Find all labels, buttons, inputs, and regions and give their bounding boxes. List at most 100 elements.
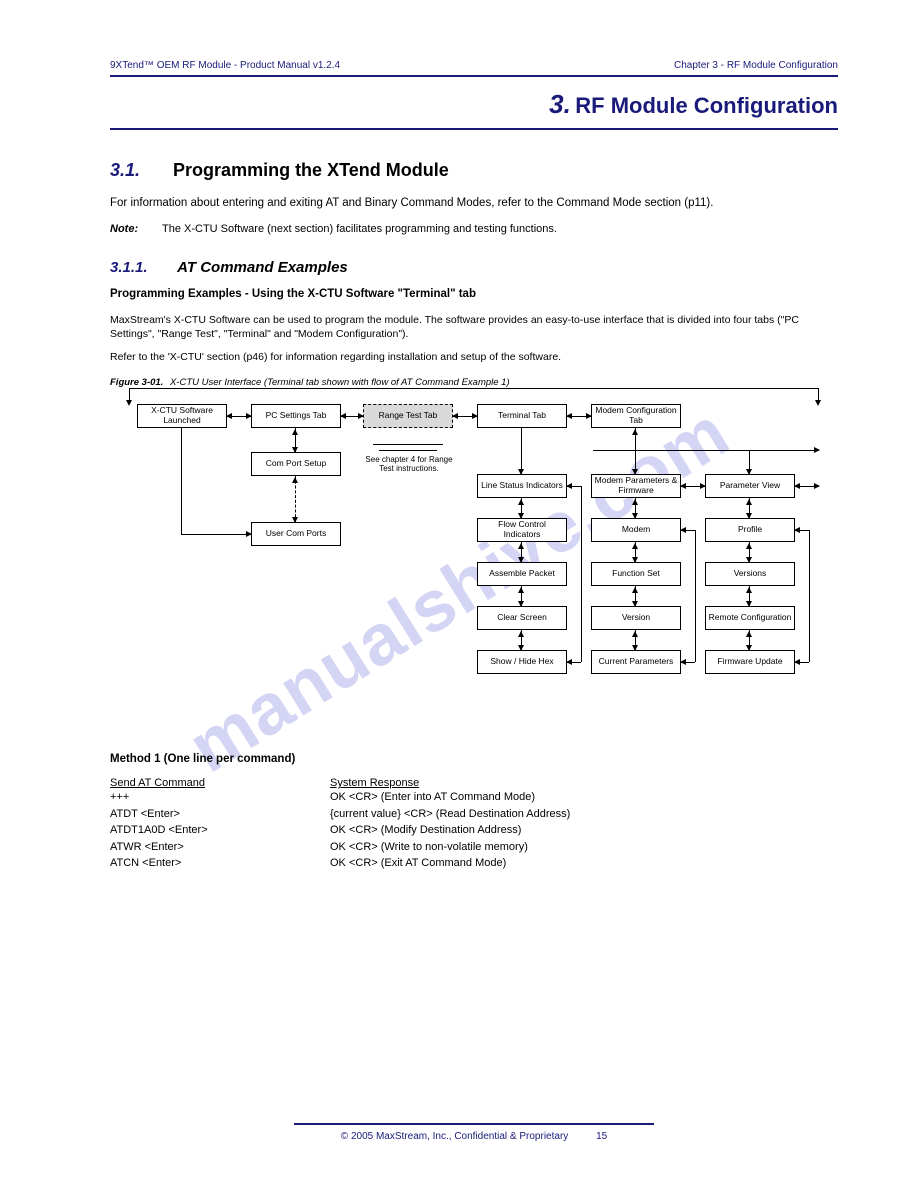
- box-flowcontrol: Flow Control Indicators: [477, 518, 567, 542]
- box-showhide: Show / Hide Hex: [477, 650, 567, 674]
- wrap-arrow-left: [126, 400, 132, 406]
- mcbw-ah2: [794, 659, 800, 665]
- m1-sys-head: System Response: [330, 777, 419, 789]
- mca-v3-up: [632, 587, 638, 593]
- header: 9XTend™ OEM RF Module - Product Manual v…: [110, 60, 838, 130]
- header-rule-2: [110, 128, 838, 130]
- mcaw-ah2: [680, 659, 686, 665]
- section-number: 3.1.: [110, 160, 140, 180]
- figure-caption: X-CTU User Interface (Terminal tab shown…: [170, 377, 510, 388]
- lw-ah: [246, 531, 252, 537]
- mcbw-ah1: [794, 527, 800, 533]
- box-modemparam: Modem Parameters & Firmware: [591, 474, 681, 498]
- subsection-number: 3.1.1.: [110, 259, 148, 276]
- mc-ab-ahL: [680, 483, 686, 489]
- box-paramview: Parameter View: [705, 474, 795, 498]
- section-title: Programming the XTend Module: [173, 160, 449, 180]
- ah-1r: [246, 413, 252, 419]
- mca-v1-up: [632, 499, 638, 505]
- box-modemconfig: Modem Configuration Tab: [591, 404, 681, 428]
- subsection-heading: 3.1.1. AT Command Examples: [110, 259, 838, 276]
- box-linestatus: Line Status Indicators: [477, 474, 567, 498]
- ah-4l: [566, 413, 572, 419]
- m1-row: +++OK <CR> (Enter into AT Command Mode): [110, 789, 838, 806]
- box-launched: X-CTU Software Launched: [137, 404, 227, 428]
- m1-send: ATDT1A0D <Enter>: [110, 822, 330, 839]
- footer: © 2005 MaxStream, Inc., Confidential & P…: [110, 1123, 838, 1142]
- m1-row: ATWR <Enter>OK <CR> (Write to non-volati…: [110, 839, 838, 856]
- footer-copyright: © 2005 MaxStream, Inc., Confidential & P…: [341, 1131, 568, 1142]
- mcb-ahL: [794, 483, 800, 489]
- section-intro: For information about entering and exiti…: [110, 195, 838, 212]
- mc-v0-up: [632, 429, 638, 435]
- box-rangetest: Range Test Tab: [363, 404, 453, 428]
- box-version: Version: [591, 606, 681, 630]
- figure-number: Figure 3-01.: [110, 377, 163, 388]
- box-modem: Modem: [591, 518, 681, 542]
- m1-send-head: Send AT Command: [110, 777, 330, 789]
- lw-v: [181, 428, 182, 534]
- mcb-v4-up: [746, 631, 752, 637]
- xctu-heading: Programming Examples - Using the X-CTU S…: [110, 286, 838, 303]
- box-pcsettings: PC Settings Tab: [251, 404, 341, 428]
- section-heading: 3.1. Programming the XTend Module: [110, 160, 838, 181]
- mcaw-v: [695, 530, 696, 662]
- box-profile: Profile: [705, 518, 795, 542]
- page: 9XTend™ OEM RF Module - Product Manual v…: [0, 0, 918, 912]
- header-rule-1: [110, 75, 838, 77]
- ah-2r: [358, 413, 364, 419]
- subsection-title: AT Command Examples: [177, 259, 348, 276]
- ah-3l: [452, 413, 458, 419]
- m1-row: ATCN <Enter>OK <CR> (Exit AT Command Mod…: [110, 855, 838, 872]
- mc-h-split: [593, 450, 819, 451]
- tw-ah1: [566, 483, 572, 489]
- lw-h: [181, 534, 251, 535]
- mcb-v1-up: [746, 499, 752, 505]
- wrap-arrow-right: [815, 400, 821, 406]
- box-functionset: Function Set: [591, 562, 681, 586]
- mca-v2-up: [632, 543, 638, 549]
- box-clearscreen: Clear Screen: [477, 606, 567, 630]
- mc-h-ahR: [814, 447, 820, 453]
- tw-v: [581, 486, 582, 662]
- t-v2-up: [518, 543, 524, 549]
- ah-3r: [472, 413, 478, 419]
- box-terminal: Terminal Tab: [477, 404, 567, 428]
- footer-rule: [294, 1123, 654, 1125]
- t-v4-up: [518, 631, 524, 637]
- tw-ah2: [566, 659, 572, 665]
- pc-v2-up: [292, 477, 298, 483]
- ah-2l: [340, 413, 346, 419]
- mcb-ahR: [814, 483, 820, 489]
- box-versions: Versions: [705, 562, 795, 586]
- rt-u1: [373, 444, 443, 445]
- m1-send: ATWR <Enter>: [110, 839, 330, 856]
- method1-table: Send AT Command System Response +++OK <C…: [110, 777, 838, 872]
- mca-v4-up: [632, 631, 638, 637]
- xctu-body-2: Refer to the 'X-CTU' section (p46) for i…: [110, 350, 838, 365]
- m1-send: ATDT <Enter>: [110, 806, 330, 823]
- t-v0: [521, 428, 522, 474]
- m1-resp: OK <CR> (Exit AT Command Mode): [330, 855, 506, 872]
- header-right: Chapter 3 - RF Module Configuration: [674, 60, 838, 71]
- m1-resp: {current value} <CR> (Read Destination A…: [330, 806, 570, 823]
- m1-resp: OK <CR> (Modify Destination Address): [330, 822, 521, 839]
- wrap-line-top: [129, 388, 819, 389]
- ah-4r: [586, 413, 592, 419]
- t-v1-up: [518, 499, 524, 505]
- m1-send: +++: [110, 789, 330, 806]
- m1-resp: OK <CR> (Write to non-volatile memory): [330, 839, 528, 856]
- pc-v1-up: [292, 429, 298, 435]
- m1-resp: OK <CR> (Enter into AT Command Mode): [330, 789, 535, 806]
- box-comport: Com Port Setup: [251, 452, 341, 476]
- mcb-v2-up: [746, 543, 752, 549]
- rt-u2: [379, 450, 437, 451]
- method1-heading: Method 1 (One line per command): [110, 751, 838, 768]
- header-left: 9XTend™ OEM RF Module - Product Manual v…: [110, 60, 340, 71]
- xctu-body-1: MaxStream's X-CTU Software can be used t…: [110, 313, 838, 342]
- note-text: The X-CTU Software (next section) facili…: [162, 222, 557, 237]
- box-remoteconfig: Remote Configuration: [705, 606, 795, 630]
- mcb-v3-up: [746, 587, 752, 593]
- t-v3-up: [518, 587, 524, 593]
- figure: X-CTU Software Launched PC Settings Tab …: [129, 388, 819, 733]
